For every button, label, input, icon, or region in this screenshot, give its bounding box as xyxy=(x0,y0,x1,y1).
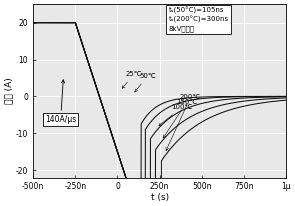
X-axis label: t (s): t (s) xyxy=(150,193,169,202)
Text: 140A/μs: 140A/μs xyxy=(45,80,76,124)
Text: 50℃: 50℃ xyxy=(135,73,156,92)
Text: 25℃: 25℃ xyxy=(122,71,142,88)
Text: 150℃: 150℃ xyxy=(163,99,198,138)
Text: 200℃: 200℃ xyxy=(166,94,201,151)
Text: 100℃: 100℃ xyxy=(159,104,193,126)
Text: tₐ(50°C)=105ns
tₐ(200°C)=300ns
8kV二极管: tₐ(50°C)=105ns tₐ(200°C)=300ns 8kV二极管 xyxy=(168,7,229,32)
Y-axis label: 电流 (A): 电流 (A) xyxy=(4,77,13,104)
